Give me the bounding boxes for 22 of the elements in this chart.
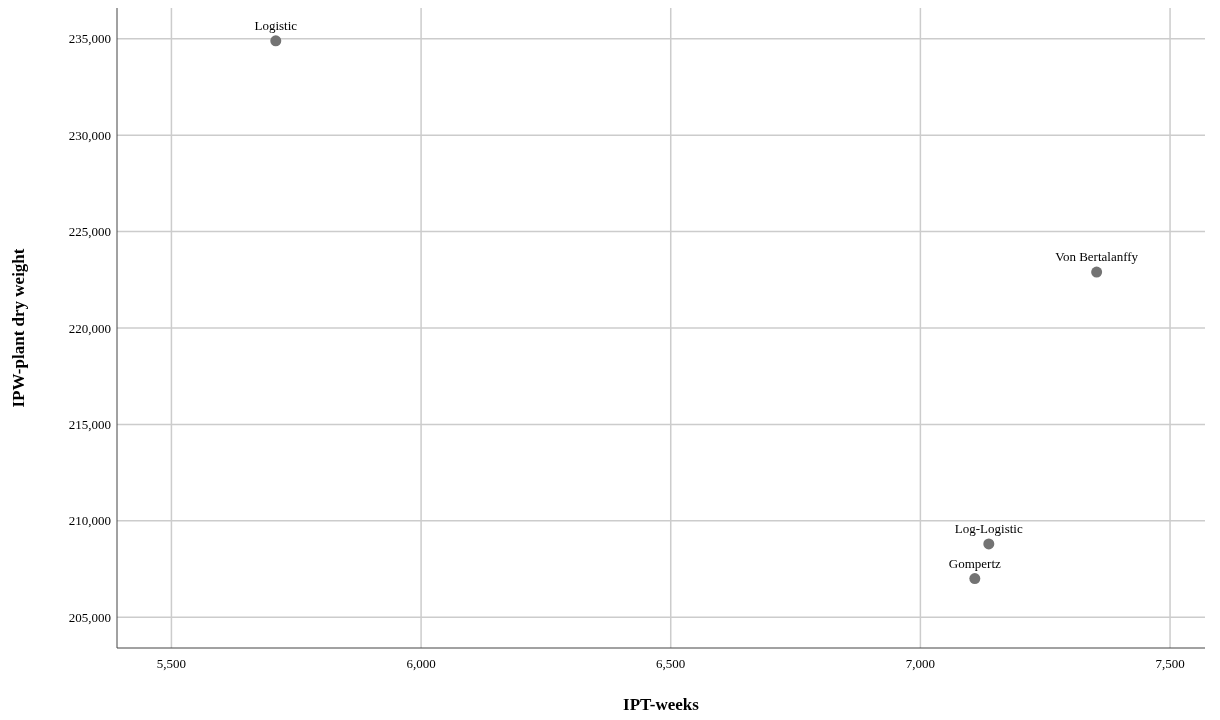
y-tick-label: 220,000: [68, 320, 111, 336]
point: [270, 35, 282, 47]
y-tick-label: 235,000: [68, 31, 111, 47]
x-tick-label: 7,500: [1155, 656, 1185, 671]
y-axis-title: IPW-plant dry weight: [9, 248, 28, 408]
y-tick-label: 230,000: [68, 127, 111, 143]
point: [983, 538, 995, 550]
y-tick-label: 225,000: [68, 224, 111, 240]
y-tick-label: 205,000: [68, 609, 111, 625]
point: [1091, 266, 1103, 278]
annotation: Gompertz: [948, 555, 1002, 571]
x-tick-label: 6,500: [656, 656, 686, 671]
point: [969, 573, 981, 585]
annotation: Von Bertalanffy: [1055, 249, 1139, 265]
x-axis-title: IPT-weeks: [623, 695, 700, 714]
x-tick-label: 6,000: [406, 656, 436, 671]
annotation: Log-Logistic: [954, 520, 1023, 536]
annotation: Logistic: [254, 17, 298, 33]
x-tick-label: 5,500: [156, 656, 187, 671]
y-tick-label: 210,000: [68, 513, 111, 529]
x-tick-label: 7,000: [905, 656, 936, 671]
y-tick-label: 215,000: [68, 416, 111, 432]
